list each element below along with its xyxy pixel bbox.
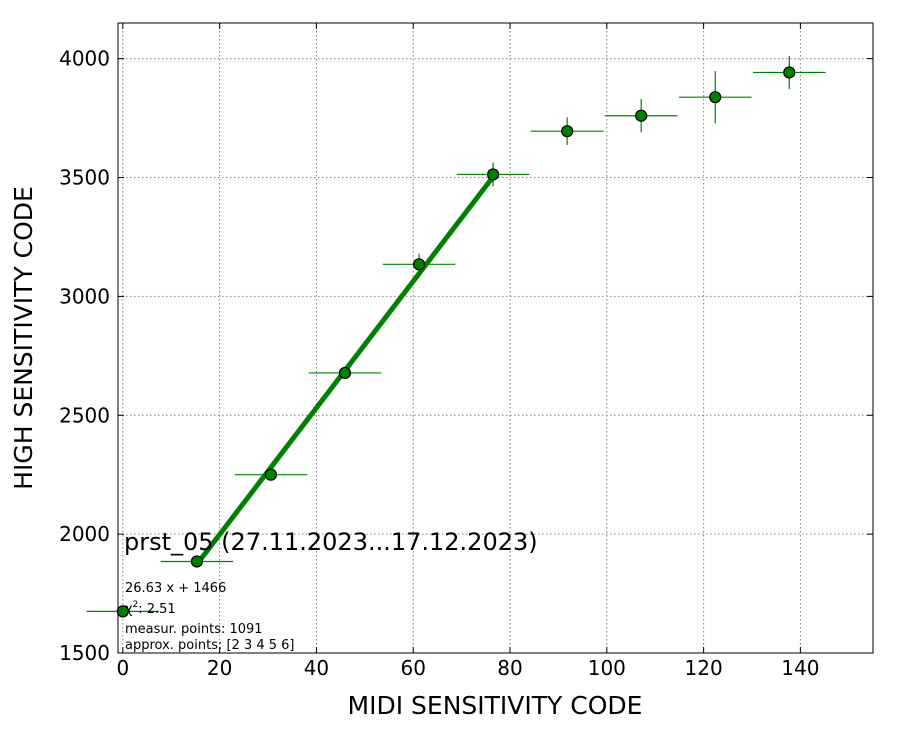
- approx-points-label: approx. points: [2 3 4 5 6]: [125, 638, 295, 653]
- data-point: [412, 258, 426, 271]
- x-tick-label: 140: [781, 656, 819, 680]
- chi2-value: : 2.51: [138, 602, 175, 617]
- y-tick-label: 3500: [59, 166, 110, 190]
- x-tick-label: 120: [685, 656, 723, 680]
- points-layer: [86, 55, 826, 618]
- x-tick-label: 60: [400, 656, 425, 680]
- y-tick-label: 4000: [59, 47, 110, 71]
- data-point: [561, 125, 574, 138]
- plot-background: [118, 23, 873, 653]
- chi2-symbol: χ: [125, 602, 133, 617]
- data-point: [486, 168, 500, 181]
- y-tick-label: 2000: [59, 522, 110, 546]
- data-point: [338, 366, 352, 380]
- x-tick-label: 100: [588, 656, 626, 680]
- data-point: [264, 468, 278, 481]
- chi2-label: χ2: 2.51: [125, 600, 176, 617]
- chi2-power: 2: [133, 600, 139, 610]
- ticks-layer: 0 20 40 60 80 100 120 140 1500 2000 2500 3000 3500 40…: [59, 23, 873, 680]
- measur-points-label: measur. points: 1091: [125, 622, 263, 637]
- data-point: [116, 605, 129, 618]
- x-tick-label: 20: [207, 656, 232, 680]
- x-tick-label: 0: [116, 656, 129, 680]
- chart-title: prst_05 (27.11.2023...17.12.2023): [124, 528, 538, 556]
- data-point: [635, 109, 648, 122]
- y-tick-label: 1500: [59, 641, 110, 665]
- y-axis-label: HIGH SENSITIVITY CODE: [9, 186, 38, 490]
- fit-equation: 26.63 x + 1466: [125, 581, 226, 596]
- x-axis-label: MIDI SENSITIVITY CODE: [348, 691, 643, 720]
- plot-frame: [117, 22, 874, 654]
- data-point: [783, 66, 796, 79]
- x-tick-label: 80: [497, 656, 522, 680]
- y-tick-label: 2500: [59, 403, 110, 427]
- y-tick-label: 3000: [59, 284, 110, 308]
- data-point: [709, 91, 722, 104]
- x-tick-label: 40: [304, 656, 329, 680]
- data-point: [190, 555, 203, 568]
